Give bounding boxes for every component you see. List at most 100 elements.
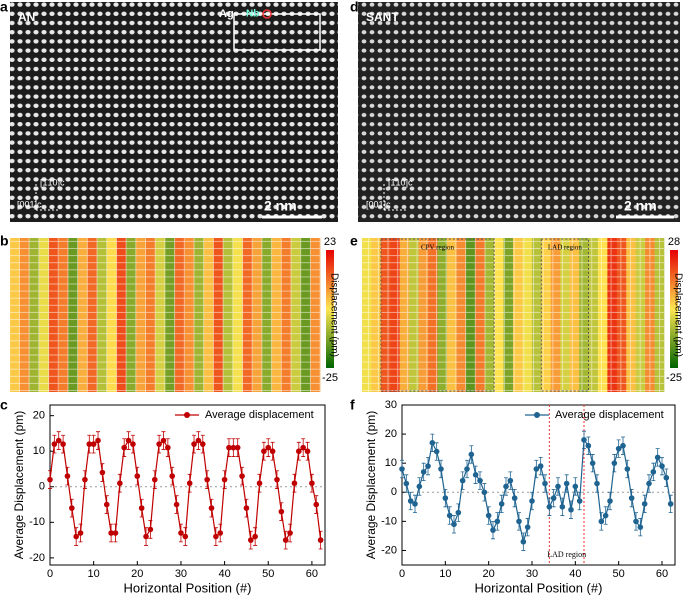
data-point <box>243 505 250 511</box>
data-point <box>178 530 184 536</box>
data-point <box>256 480 263 487</box>
data-point <box>451 521 457 528</box>
direction-label: [1̄10]c <box>388 177 413 187</box>
y-axis-label: Average Displacement (pm) <box>12 411 26 560</box>
data-point <box>637 524 644 530</box>
inset-label: Ag <box>219 8 234 20</box>
colorbar <box>670 250 678 368</box>
x-tick-label: 50 <box>262 568 274 580</box>
data-point <box>147 526 154 533</box>
data-point <box>261 448 267 455</box>
data-point <box>581 437 587 443</box>
plot-frame <box>401 404 676 566</box>
data-point <box>568 506 574 513</box>
data-point <box>221 476 228 483</box>
data-point <box>498 501 505 507</box>
colorbar-tick-label: 28 <box>668 236 680 248</box>
data-point <box>537 463 544 469</box>
data-point <box>182 533 189 540</box>
data-point <box>589 460 596 466</box>
direction-label: [001]c <box>17 199 42 209</box>
image-title: SANT <box>366 10 399 24</box>
panel-label: d <box>350 0 359 15</box>
panel-label: e <box>350 233 358 249</box>
x-tick-label: 30 <box>526 568 538 580</box>
data-point <box>563 480 570 487</box>
data-point <box>117 480 123 487</box>
data-point <box>73 533 79 540</box>
data-point <box>611 460 618 466</box>
data-point <box>503 483 509 490</box>
data-point <box>282 537 289 543</box>
data-point <box>121 444 128 451</box>
data-point <box>585 442 592 449</box>
data-point <box>594 480 600 487</box>
data-point <box>317 537 324 543</box>
x-tick-label: 60 <box>306 568 318 580</box>
panel-label: a <box>0 0 8 15</box>
data-point <box>278 508 285 515</box>
data-point <box>468 451 475 458</box>
data-point <box>412 501 418 507</box>
data-point <box>576 498 583 504</box>
x-tick-label: 30 <box>175 568 187 580</box>
y-tick-label: 0 <box>391 486 397 498</box>
data-point <box>399 466 405 472</box>
x-tick-label: 20 <box>131 568 143 580</box>
data-point <box>542 480 548 487</box>
data-point <box>99 469 106 476</box>
x-tick-label: 40 <box>569 568 581 580</box>
data-point <box>247 537 254 543</box>
colorbar-tick-label: 23 <box>324 236 336 248</box>
data-point <box>169 473 176 479</box>
data-point <box>287 530 293 536</box>
data-point <box>90 441 97 447</box>
direction-label: [1̄10]c <box>40 177 65 187</box>
region-label: CPV region <box>421 244 455 252</box>
data-point <box>455 509 462 516</box>
data-point <box>156 441 162 447</box>
y-tick-label: 20 <box>385 428 397 440</box>
data-point <box>442 495 449 501</box>
data-point <box>296 448 302 455</box>
data-point <box>477 477 483 484</box>
data-point <box>490 527 496 533</box>
data-point <box>572 483 579 490</box>
data-point <box>641 501 648 507</box>
data-point <box>252 533 258 540</box>
y-tick-label: 20 <box>33 410 45 422</box>
data-point <box>615 445 622 452</box>
data-point <box>130 441 136 447</box>
direction-label: [001]c <box>366 199 391 209</box>
data-point <box>103 501 110 508</box>
data-point <box>438 466 444 472</box>
data-point <box>472 472 479 478</box>
x-axis-label: Horizontal Position (#) <box>475 580 603 595</box>
data-point <box>485 512 492 519</box>
panel-label: c <box>0 397 8 413</box>
data-point <box>433 448 440 455</box>
data-point <box>464 466 470 472</box>
region-label: LAD region <box>548 244 583 252</box>
data-point <box>143 533 149 540</box>
cell-grid <box>10 238 320 392</box>
data-point <box>226 444 232 451</box>
region-label: LAD region <box>547 550 586 559</box>
data-point <box>230 444 237 451</box>
data-point <box>300 444 306 451</box>
x-tick-label: 0 <box>399 568 405 580</box>
x-tick-label: 60 <box>656 568 668 580</box>
data-point <box>60 441 66 447</box>
y-axis-label: Average Displacement (pm) <box>364 411 378 560</box>
stem-image <box>358 2 680 222</box>
colorbar-label: Displacement (pm) <box>672 273 683 357</box>
data-point <box>138 505 145 511</box>
y-tick-label: -10 <box>29 516 45 528</box>
panel-label: b <box>0 233 9 249</box>
data-point <box>598 518 605 525</box>
region-box <box>380 238 495 392</box>
data-point <box>420 469 427 475</box>
data-point <box>446 512 453 519</box>
data-point <box>165 444 171 451</box>
